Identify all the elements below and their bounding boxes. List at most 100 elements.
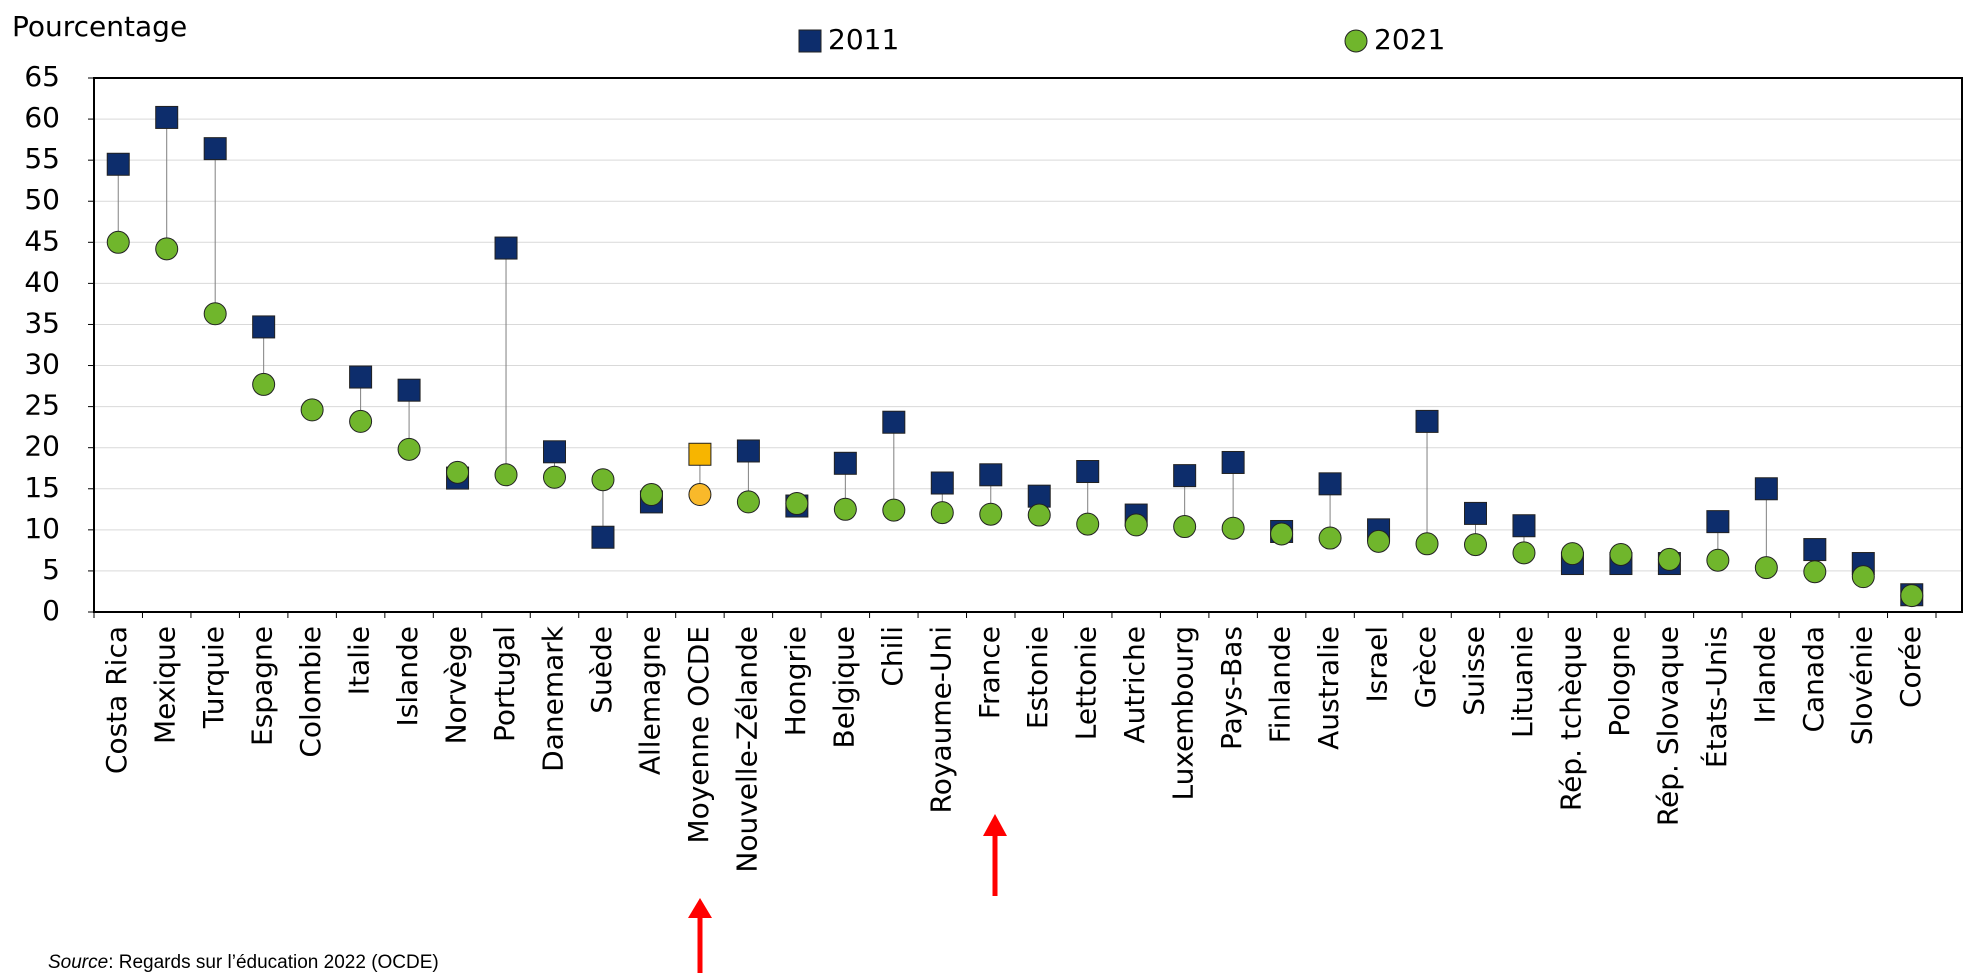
marker-2021	[1609, 542, 1633, 566]
marker-2021	[1803, 560, 1827, 584]
marker-2021	[543, 465, 566, 489]
x-tick-label: Rép. Slovaque	[1651, 626, 1684, 826]
marker-2021	[1657, 547, 1681, 571]
legend-swatch	[798, 29, 822, 53]
x-tick-label: Suisse	[1458, 626, 1491, 716]
y-tick-label: 45	[24, 224, 60, 257]
x-tick-label: Italie	[343, 626, 376, 695]
y-tick-label: 65	[24, 60, 60, 93]
x-tick-label: Israel	[1361, 626, 1394, 703]
y-tick-label: 20	[24, 430, 60, 463]
x-tick-label: Turquie	[197, 626, 230, 729]
marker-2021	[1900, 584, 1924, 608]
y-tick-label: 50	[24, 183, 60, 216]
y-tick-label: 60	[24, 101, 60, 134]
marker-2011	[203, 137, 227, 161]
marker-2021	[1754, 556, 1778, 580]
marker-2011	[106, 152, 130, 176]
arrows	[688, 814, 1007, 973]
x-tick-label: Lituanie	[1506, 626, 1539, 738]
marker-2021	[1560, 542, 1584, 566]
marker-2021	[1464, 533, 1487, 557]
marker-2011	[252, 315, 276, 339]
marker-2021	[1415, 532, 1439, 556]
marker-2011	[494, 236, 518, 260]
marker-2011	[397, 378, 421, 402]
marker-2021	[106, 230, 130, 254]
marker-2011	[1221, 450, 1245, 474]
marker-2011	[1415, 409, 1439, 433]
x-tick-label: Irlande	[1748, 626, 1781, 723]
x-tick-label: Luxembourg	[1167, 626, 1200, 801]
marker-2011	[155, 105, 179, 129]
x-tick-label: France	[973, 626, 1006, 719]
marker-2011	[1076, 460, 1100, 484]
x-tick-label: Espagne	[246, 626, 279, 746]
marker-2021	[736, 490, 760, 514]
marker-2011	[1464, 501, 1487, 525]
marker-2011	[688, 442, 712, 466]
marker-2021	[446, 460, 470, 484]
marker-2011	[882, 410, 906, 434]
marker-2021	[785, 492, 809, 516]
marker-2021	[1221, 516, 1245, 540]
x-tick-label: Moyenne OCDE	[682, 626, 715, 844]
source-text: : Regards sur l’éducation 2022 (OCDE)	[108, 952, 439, 973]
legend-label: 2021	[1374, 23, 1445, 56]
legend-swatch	[1344, 29, 1368, 53]
y-tick-label: 5	[42, 553, 60, 586]
marker-2011	[930, 471, 954, 495]
marker-2021	[203, 302, 227, 326]
plot-frame	[93, 77, 1963, 613]
marker-2011	[1512, 514, 1536, 538]
x-tick-label: Autriche	[1118, 626, 1151, 744]
marker-2011	[833, 451, 857, 475]
marker-2021	[300, 398, 324, 422]
marker-2021	[155, 237, 179, 261]
x-tick-label: Estonie	[1021, 626, 1054, 729]
marker-2021	[930, 501, 954, 525]
x-tick-label: Islande	[391, 626, 424, 727]
marker-2011	[1318, 472, 1342, 496]
marker-2021	[833, 497, 857, 521]
marker-2021	[591, 468, 615, 492]
marker-2011	[591, 525, 615, 549]
marker-2021	[639, 483, 663, 507]
x-tick-label: Slovénie	[1845, 626, 1878, 745]
marker-2021	[1318, 526, 1342, 550]
y-tick-label: 10	[24, 512, 60, 545]
x-tick-label: Nouvelle-Zélande	[730, 626, 763, 873]
x-tick-label: Canada	[1797, 626, 1830, 733]
marker-2021	[1367, 529, 1391, 553]
x-tick-label: Rép. tchèque	[1554, 626, 1587, 811]
marker-2021	[252, 372, 276, 396]
x-tick-label: Corée	[1894, 626, 1927, 708]
marker-2021	[1270, 522, 1294, 546]
marker-2021	[1706, 548, 1730, 572]
x-tick-label: Colombie	[294, 626, 327, 758]
x-tick-label: Norvège	[440, 626, 473, 744]
marker-2021	[1512, 541, 1536, 565]
x-tick-label: Allemagne	[633, 626, 666, 775]
x-tick-label: Pologne	[1603, 626, 1636, 737]
source: Source: Regards sur l’éducation 2022 (OC…	[48, 952, 439, 973]
x-tick-label: Royaume-Uni	[924, 626, 957, 813]
x-tick-label: Belgique	[827, 626, 860, 749]
marker-2021	[1173, 515, 1197, 539]
x-tick-label: Lettonie	[1070, 626, 1103, 740]
marker-2021	[882, 498, 906, 522]
y-tick-label: 30	[24, 348, 60, 381]
y-tick-label: 35	[24, 306, 60, 339]
x-tick-label: Finlande	[1264, 626, 1297, 743]
x-tick-label: Pays-Bas	[1215, 626, 1248, 750]
y-tick-label: 40	[24, 265, 60, 298]
marker-2011	[1173, 464, 1197, 488]
marker-2021	[979, 502, 1003, 526]
x-tick-label: Grèce	[1409, 626, 1442, 708]
x-tick-label: Portugal	[488, 626, 521, 742]
x-tick-label: États-Unis	[1699, 626, 1733, 768]
y-tick-label: 0	[42, 594, 60, 627]
marker-2011	[1803, 538, 1827, 562]
marker-2021	[1851, 565, 1875, 589]
